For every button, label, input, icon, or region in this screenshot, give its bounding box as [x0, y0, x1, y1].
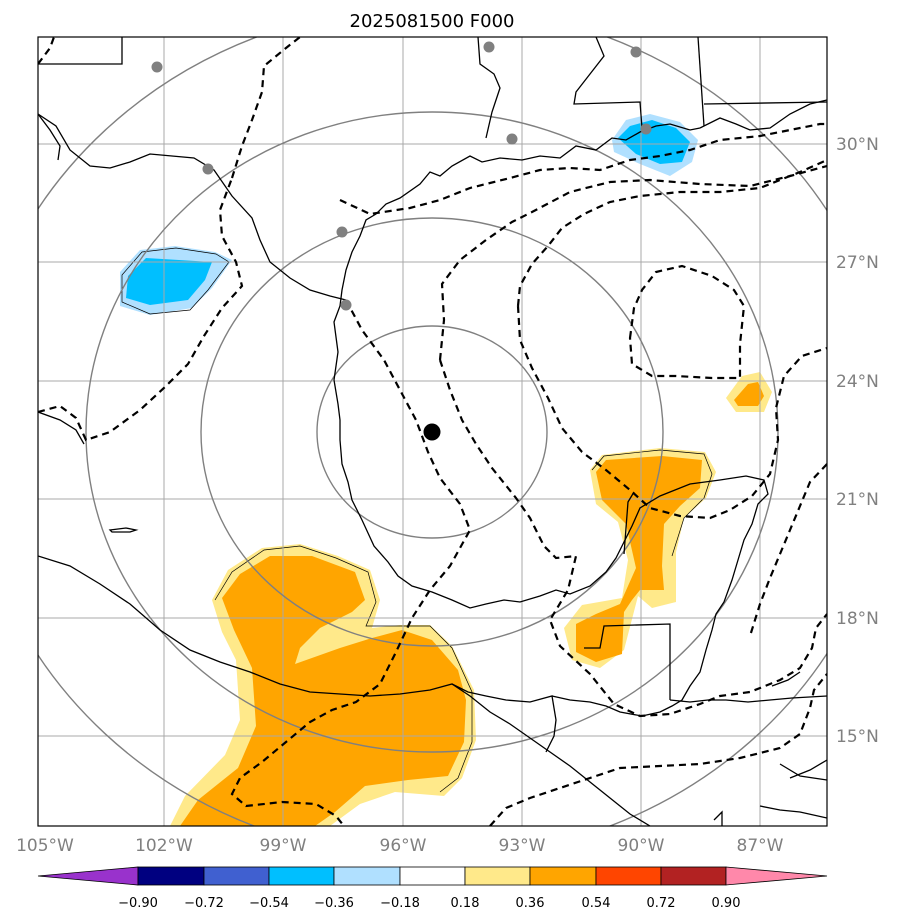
contour-west-2	[230, 37, 301, 179]
colorbar-under-arrow	[37, 866, 139, 886]
negative-anomaly-louisiana-core	[618, 120, 690, 164]
mexico-interior-border	[451, 683, 557, 753]
cuba-coast	[713, 671, 801, 826]
lon-tick-label: 96°W	[380, 836, 427, 856]
colorbar-tick-label: −0.54	[249, 896, 289, 911]
lat-tick-label: 24°N	[836, 372, 879, 392]
lat-tick-label: 18°N	[836, 609, 879, 629]
station-marker	[340, 299, 352, 311]
lon-tick-labels: 105°W 102°W 99°W 96°W 93°W 90°W 87°W	[16, 836, 784, 856]
lon-tick-label: 93°W	[499, 836, 546, 856]
lat-tick-label: 27°N	[836, 253, 879, 273]
lat-tick-labels: 15°N 18°N 21°N 24°N 27°N 30°N	[836, 135, 879, 747]
colorbar-bin	[595, 866, 662, 886]
colorbar-over-arrow	[725, 866, 828, 886]
state-border-alabama	[697, 37, 705, 127]
station-markers	[151, 41, 652, 311]
contour-central-2	[339, 122, 827, 216]
contour-central-4	[438, 359, 827, 718]
lon-tick-label: 105°W	[16, 836, 74, 856]
lon-tick-label: 87°W	[737, 836, 784, 856]
range-ring-1	[316, 325, 548, 539]
range-ring-2	[200, 217, 664, 647]
contour-top-left	[38, 37, 56, 65]
positive-anomaly-east-gulf-core	[734, 382, 764, 406]
colorbar-bin	[137, 866, 205, 886]
colorbar-bin	[660, 866, 727, 886]
positive-anomaly-yucatan-core	[576, 456, 702, 662]
range-ring-3	[85, 111, 779, 753]
state-border-louisiana	[477, 37, 501, 139]
lat-tick-label: 15°N	[836, 727, 879, 747]
anomaly-outline-north-mexico	[121, 247, 230, 315]
colorbar-bin	[399, 866, 466, 886]
colorbar-bin	[464, 866, 531, 886]
positive-anomaly-south-mexico-core	[180, 556, 466, 826]
state-border-mississippi	[573, 37, 643, 129]
north-coast-east	[699, 99, 827, 131]
gulf-coastline	[333, 123, 769, 717]
colorbar-tick-label: 0.72	[647, 896, 676, 911]
colorbar-tick-label: 0.54	[582, 896, 611, 911]
negative-anomaly-north-mexico-core	[126, 258, 212, 305]
colorbar-tick-label: −0.18	[380, 896, 420, 911]
lon-tick-label: 90°W	[618, 836, 665, 856]
border-top-left	[38, 37, 123, 65]
dashed-contours	[38, 37, 827, 826]
colorbar-tick-labels: −0.90 −0.72 −0.54 −0.36 −0.18 0.18 0.36 …	[118, 896, 740, 911]
storm-center-marker	[423, 423, 441, 441]
colorbar-tick-label: −0.36	[314, 896, 354, 911]
colorbar-tick-label: −0.72	[184, 896, 224, 911]
contour-central-1	[230, 299, 472, 826]
central-america-coast	[669, 695, 827, 703]
state-border-florida	[703, 101, 827, 105]
map-frame	[37, 36, 828, 827]
contour-east-3	[748, 463, 827, 637]
anomaly-shading	[120, 114, 772, 826]
coastlines-borders	[38, 37, 827, 826]
station-marker	[506, 133, 518, 145]
colorbar-bin	[203, 866, 270, 886]
colorbar-tick-label: 0.36	[516, 896, 545, 911]
lon-tick-label: 99°W	[260, 836, 307, 856]
colorbar-tick-label: 0.18	[451, 896, 480, 911]
yucatan-border	[584, 491, 671, 700]
range-rings	[38, 37, 827, 826]
figure-title: 2025081500 F000	[350, 11, 515, 32]
east-coast-south	[759, 759, 827, 819]
map-content	[38, 37, 827, 826]
pacific-coastline	[38, 555, 651, 826]
contour-east-2	[516, 305, 827, 520]
colorbar-bin	[529, 866, 597, 886]
station-marker	[630, 46, 642, 58]
anomaly-outline-yucatan	[591, 449, 713, 557]
lon-tick-label: 102°W	[135, 836, 193, 856]
baja-coast	[38, 411, 139, 533]
contour-west-1	[38, 177, 244, 442]
colorbar-bin	[333, 866, 401, 886]
lat-tick-label: 30°N	[836, 135, 879, 155]
lat-tick-label: 21°N	[836, 490, 879, 510]
contour-low-circle	[628, 264, 746, 380]
west-coast-north	[38, 113, 61, 161]
contour-central-3	[438, 164, 827, 361]
station-marker	[202, 163, 214, 175]
contour-east-1	[516, 158, 827, 307]
colorbar-bin	[268, 866, 335, 886]
colorbar-tick-label: 0.90	[712, 896, 741, 911]
anomaly-outline-south-mexico	[214, 545, 473, 793]
station-marker	[483, 41, 495, 53]
station-marker	[336, 226, 348, 238]
colorbar	[37, 866, 828, 886]
us-mexico-border	[38, 113, 347, 301]
contour-south	[489, 673, 827, 826]
station-marker	[640, 123, 652, 135]
graticule	[38, 37, 827, 826]
colorbar-tick-label: −0.90	[118, 896, 158, 911]
station-marker	[151, 61, 163, 73]
